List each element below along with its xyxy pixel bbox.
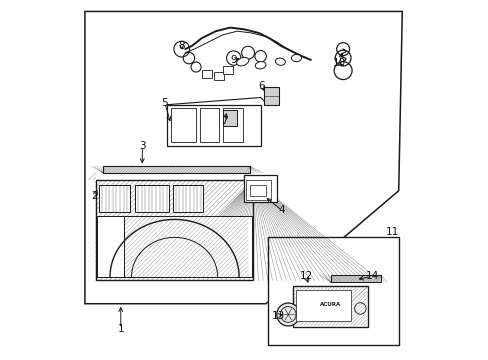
Bar [135,185,169,212]
Circle shape [276,303,299,326]
Text: 14: 14 [366,271,379,281]
Text: 3: 3 [139,141,145,151]
Ellipse shape [275,58,285,65]
Text: 11: 11 [385,227,398,237]
Bar [99,216,251,277]
Text: 5: 5 [161,98,168,108]
Bar [102,166,249,173]
Text: 7: 7 [221,116,227,126]
Text: 8: 8 [178,41,184,50]
Bar [264,87,278,105]
Bar [295,290,351,320]
Bar [330,275,380,282]
Bar [97,216,124,277]
Bar [244,175,276,202]
Bar [267,237,398,345]
Polygon shape [85,12,402,304]
Text: 6: 6 [258,81,264,91]
Bar [172,185,203,212]
FancyBboxPatch shape [223,66,233,74]
Text: 9: 9 [230,55,237,65]
Bar [96,180,253,280]
Text: 4: 4 [278,206,285,216]
Ellipse shape [291,54,301,62]
Bar [246,180,271,200]
Text: 12: 12 [299,271,312,281]
Text: 1: 1 [117,324,124,334]
Bar [167,105,260,146]
Text: 13: 13 [271,311,284,320]
Ellipse shape [236,57,248,66]
Text: ACURA: ACURA [319,302,341,307]
Bar [199,108,219,142]
Bar [99,216,251,277]
Text: 2: 2 [91,191,98,201]
Text: 10: 10 [332,58,346,68]
FancyBboxPatch shape [202,70,211,78]
Bar [223,108,242,142]
FancyBboxPatch shape [214,72,224,80]
Bar [223,110,236,126]
Bar [249,185,265,196]
Bar [171,108,196,142]
Bar [292,286,367,327]
Bar [99,185,129,212]
Ellipse shape [255,62,265,69]
